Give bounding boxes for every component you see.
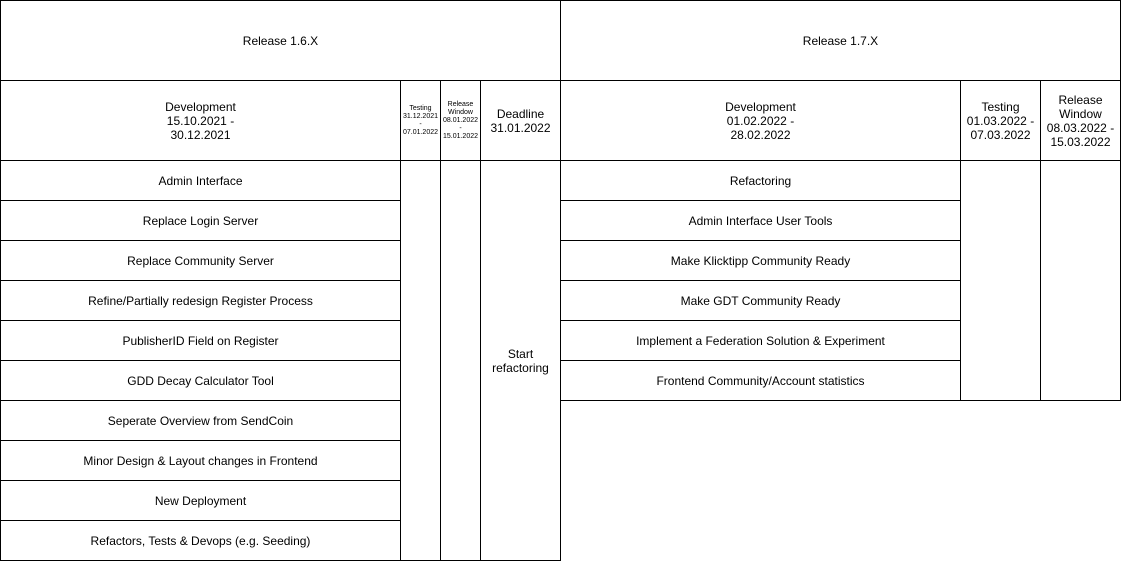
release-16-deadline-note: Start refactoring (480, 160, 561, 561)
release-17-header: Release 1.7.X (560, 0, 1121, 81)
release-17-item: Make GDT Community Ready (560, 280, 961, 321)
release-17-item: Refactoring (560, 160, 961, 201)
release-16-release-window-text: Release Window 08.01.2022 - 15.01.2022 (442, 100, 479, 140)
release-16-header-text: Release 1.6.X (242, 33, 319, 48)
release-17-item-text: Make Klicktipp Community Ready (670, 253, 851, 268)
release-16-item: Admin Interface (0, 160, 401, 201)
release-17-item: Admin Interface User Tools (560, 200, 961, 241)
release-16-item-text: Replace Community Server (127, 253, 274, 268)
release-17-development-text: Development 01.02.2022 - 28.02.2022 (725, 99, 796, 142)
release-17-item: Implement a Federation Solution & Experi… (560, 320, 961, 361)
release-17-release-window-column (1040, 160, 1121, 401)
release-17-testing: Testing 01.03.2022 - 07.03.2022 (960, 80, 1041, 161)
release-17-testing-column (960, 160, 1041, 401)
release-16-release-window: Release Window 08.01.2022 - 15.01.2022 (440, 80, 481, 161)
release-16-header: Release 1.6.X (0, 0, 561, 81)
release-16-item-text: PublisherID Field on Register (122, 333, 279, 348)
release-16-item: Refactors, Tests & Devops (e.g. Seeding) (0, 520, 401, 561)
release-17-header-text: Release 1.7.X (802, 33, 879, 48)
release-16-deadline: Deadline 31.01.2022 (480, 80, 561, 161)
release-17-item: Frontend Community/Account statistics (560, 360, 961, 401)
release-16-item-text: Replace Login Server (142, 213, 259, 228)
release-17-release-window-text: Release Window 08.03.2022 - 15.03.2022 (1046, 92, 1115, 149)
release-16-item-text: GDD Decay Calculator Tool (127, 373, 274, 388)
release-16-testing: Testing 31.12.2021 - 07.01.2022 (400, 80, 441, 161)
release-16-testing-text: Testing 31.12.2021 - 07.01.2022 (402, 104, 439, 136)
release-16-development: Development 15.10.2021 - 30.12.2021 (0, 80, 401, 161)
release-17-item-text: Make GDT Community Ready (680, 293, 841, 308)
release-16-item-text: Refine/Partially redesign Register Proce… (88, 293, 313, 308)
release-17-release-window: Release Window 08.03.2022 - 15.03.2022 (1040, 80, 1121, 161)
release-17-development: Development 01.02.2022 - 28.02.2022 (560, 80, 961, 161)
release-17-item-text: Refactoring (729, 173, 792, 188)
release-17-item-text: Implement a Federation Solution & Experi… (636, 333, 885, 348)
release-16-development-text: Development 15.10.2021 - 30.12.2021 (165, 99, 236, 142)
release-16-deadline-note-text: Start refactoring (492, 346, 549, 375)
release-16-item-text: Seperate Overview from SendCoin (107, 413, 294, 428)
release-16-item: Minor Design & Layout changes in Fronten… (0, 440, 401, 481)
release-16-deadline-text: Deadline 31.01.2022 (490, 106, 551, 135)
release-16-item: PublisherID Field on Register (0, 320, 401, 361)
release-16-testing-column (400, 160, 441, 561)
release-17-item: Make Klicktipp Community Ready (560, 240, 961, 281)
release-16-item-text: Minor Design & Layout changes in Fronten… (83, 453, 318, 468)
release-16-item: Refine/Partially redesign Register Proce… (0, 280, 401, 321)
release-16-item-text: New Deployment (154, 493, 247, 508)
release-17-item-text: Frontend Community/Account statistics (656, 373, 865, 388)
release-17-testing-text: Testing 01.03.2022 - 07.03.2022 (966, 99, 1035, 142)
release-16-item: New Deployment (0, 480, 401, 521)
release-16-item-text: Refactors, Tests & Devops (e.g. Seeding) (90, 533, 311, 548)
release-16-item: Replace Community Server (0, 240, 401, 281)
release-16-item: Replace Login Server (0, 200, 401, 241)
release-16-release-window-column (440, 160, 481, 561)
release-16-item-text: Admin Interface (158, 173, 243, 188)
release-17-item-text: Admin Interface User Tools (688, 213, 833, 228)
release-16-item: Seperate Overview from SendCoin (0, 400, 401, 441)
release-16-item: GDD Decay Calculator Tool (0, 360, 401, 401)
